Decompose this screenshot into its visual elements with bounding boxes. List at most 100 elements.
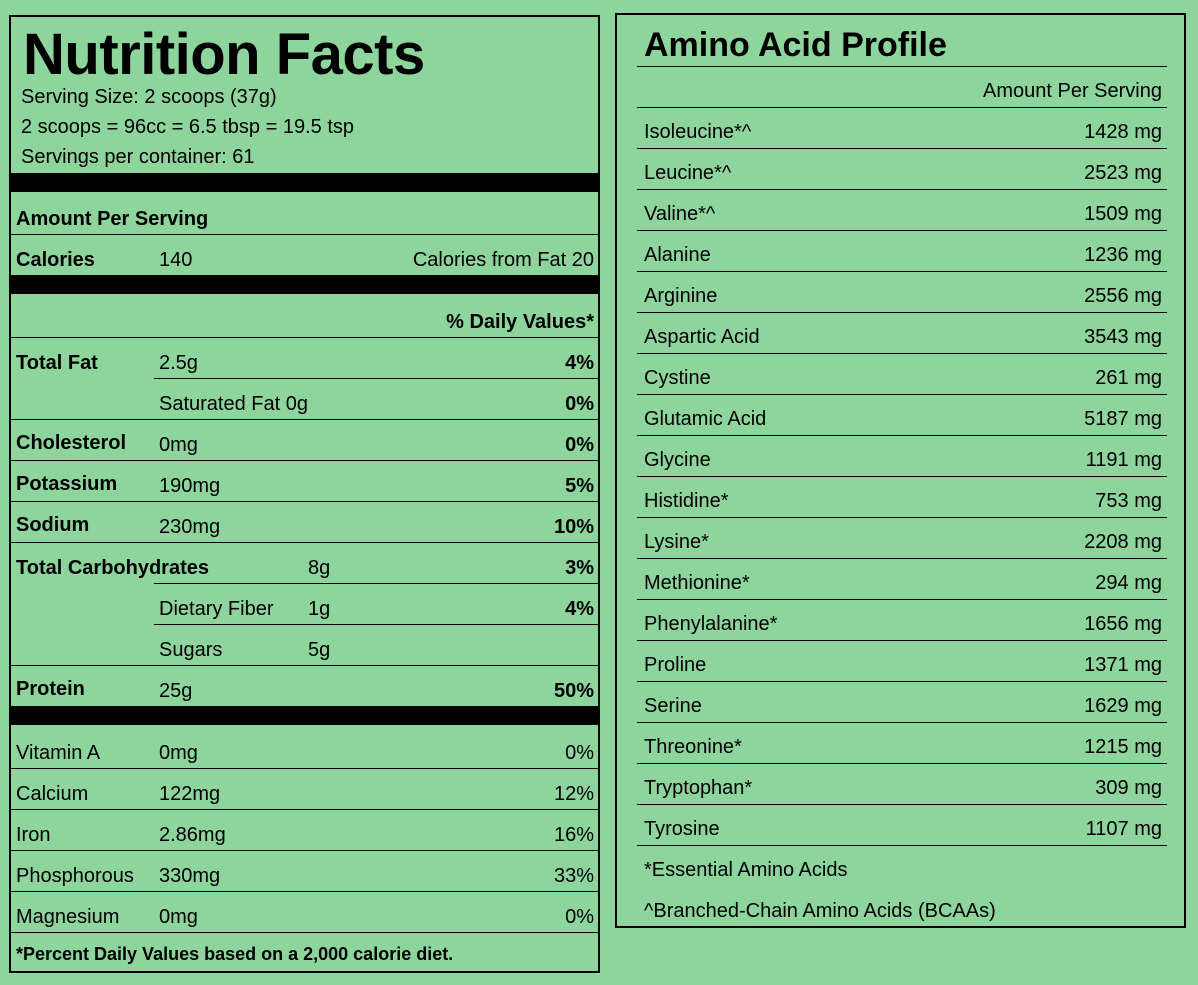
divider <box>11 542 598 543</box>
amino-acid-name: Serine <box>644 695 702 717</box>
vitamin-dv: 12% <box>553 783 594 805</box>
divider <box>637 230 1167 231</box>
divider <box>154 583 598 584</box>
amino-acid-name: Aspartic Acid <box>644 326 760 348</box>
nutrient-amount: 25g <box>159 680 193 702</box>
serving-equivalent: 2 scoops = 96cc = 6.5 tbsp = 19.5 tsp <box>21 116 354 138</box>
amino-acid-amount: 2523 mg <box>1084 162 1162 184</box>
serving-size: Serving Size: 2 scoops (37g) <box>21 86 277 108</box>
calories-value: 140 <box>159 249 193 271</box>
nutrient-name: Protein <box>16 678 85 700</box>
vitamin-name: Phosphorous <box>16 865 134 887</box>
amino-acid-amount: 2208 mg <box>1084 531 1162 553</box>
nutrient-amount: 230mg <box>159 516 221 538</box>
amino-acid-name: Valine*^ <box>644 203 716 225</box>
divider <box>637 804 1167 805</box>
vitamin-amount: 0mg <box>159 906 198 928</box>
nutrient-name: Sodium <box>16 514 90 536</box>
divider <box>11 809 598 810</box>
amino-acid-amount: 1107 mg <box>1085 818 1162 840</box>
nutrient-amount: 1g <box>308 598 331 620</box>
amino-acid-name: Histidine* <box>644 490 729 512</box>
divider <box>637 640 1167 641</box>
amino-acid-name: Cystine <box>644 367 711 389</box>
amino-acid-amount: 1236 mg <box>1084 244 1162 266</box>
nutrient-name: Sugars <box>159 639 223 661</box>
vitamin-name: Magnesium <box>16 906 120 928</box>
vitamin-amount: 122mg <box>159 783 221 805</box>
vitamin-amount: 2.86mg <box>159 824 226 846</box>
amino-acid-name: Glutamic Acid <box>644 408 767 430</box>
nutrient-name: Saturated Fat 0g <box>159 393 308 415</box>
daily-values-header: % Daily Values* <box>446 311 594 333</box>
thick-divider <box>11 706 598 725</box>
amino-acid-amount: 1656 mg <box>1084 613 1162 635</box>
vitamin-dv: 0% <box>565 906 594 928</box>
amino-acid-name: Arginine <box>644 285 718 307</box>
nutrient-dv: 50% <box>553 680 594 702</box>
nutrient-amount: 8g <box>308 557 331 579</box>
divider <box>637 312 1167 313</box>
note-bcaa: ^Branched-Chain Amino Acids (BCAAs) <box>644 900 996 922</box>
amino-acid-amount: 1428 mg <box>1084 121 1162 143</box>
divider <box>637 517 1167 518</box>
amino-acid-panel: Amino Acid Profile Amount Per Serving Is… <box>615 13 1186 928</box>
vitamin-amount: 330mg <box>159 865 221 887</box>
amino-acid-amount: 1371 mg <box>1084 654 1162 676</box>
amino-acid-amount: 1629 mg <box>1084 695 1162 717</box>
divider <box>11 501 598 502</box>
divider <box>637 558 1167 559</box>
vitamin-dv: 16% <box>553 824 594 846</box>
amino-acid-name: Glycine <box>644 449 711 471</box>
nutrient-amount: 190mg <box>159 475 221 497</box>
nutrient-name: Dietary Fiber <box>159 598 274 620</box>
amino-acid-name: Isoleucine*^ <box>644 121 752 143</box>
nutrient-name: Total Carbohydrates <box>16 557 209 579</box>
amino-acid-amount: 1215 mg <box>1084 736 1162 758</box>
nutrient-amount: 2.5g <box>159 352 198 374</box>
nutrient-dv: 4% <box>565 352 594 374</box>
amino-acid-name: Alanine <box>644 244 711 266</box>
nutrient-dv: 3% <box>565 557 594 579</box>
amino-title: Amino Acid Profile <box>644 26 947 64</box>
calories-from-fat: Calories from Fat 20 <box>412 249 594 271</box>
nutrient-amount: 0mg <box>159 434 198 456</box>
calories-label: Calories <box>16 249 95 271</box>
nutrient-name: Total Fat <box>16 352 98 374</box>
amino-acid-name: Tryptophan* <box>644 777 753 799</box>
note-essential: *Essential Amino Acids <box>644 859 848 881</box>
amino-acid-amount: 309 mg <box>1095 777 1162 799</box>
divider <box>637 599 1167 600</box>
divider <box>11 850 598 851</box>
divider <box>637 763 1167 764</box>
divider <box>11 932 598 933</box>
divider <box>637 66 1167 67</box>
amino-acid-name: Phenylalanine* <box>644 613 778 635</box>
nutrient-amount: 5g <box>308 639 331 661</box>
amino-header: Amount Per Serving <box>983 80 1162 102</box>
amino-acid-name: Methionine* <box>644 572 750 594</box>
amino-acid-amount: 1509 mg <box>1084 203 1162 225</box>
vitamin-name: Iron <box>16 824 51 846</box>
divider <box>11 891 598 892</box>
nutrition-title: Nutrition Facts <box>23 22 425 87</box>
divider <box>637 353 1167 354</box>
vitamin-dv: 33% <box>553 865 594 887</box>
amino-acid-name: Tyrosine <box>644 818 720 840</box>
nutrient-name: Cholesterol <box>16 432 127 454</box>
vitamin-name: Calcium <box>16 783 89 805</box>
divider <box>154 378 598 379</box>
amino-acid-amount: 1191 mg <box>1085 449 1162 471</box>
amino-acid-name: Lysine* <box>644 531 709 553</box>
nutrient-name: Potassium <box>16 473 118 495</box>
amino-acid-amount: 753 mg <box>1095 490 1162 512</box>
divider <box>637 189 1167 190</box>
divider <box>637 148 1167 149</box>
divider <box>154 624 598 625</box>
divider <box>11 768 598 769</box>
divider <box>11 460 598 461</box>
divider <box>11 337 598 338</box>
divider <box>637 681 1167 682</box>
amino-acid-name: Threonine* <box>644 736 742 758</box>
divider <box>637 435 1167 436</box>
